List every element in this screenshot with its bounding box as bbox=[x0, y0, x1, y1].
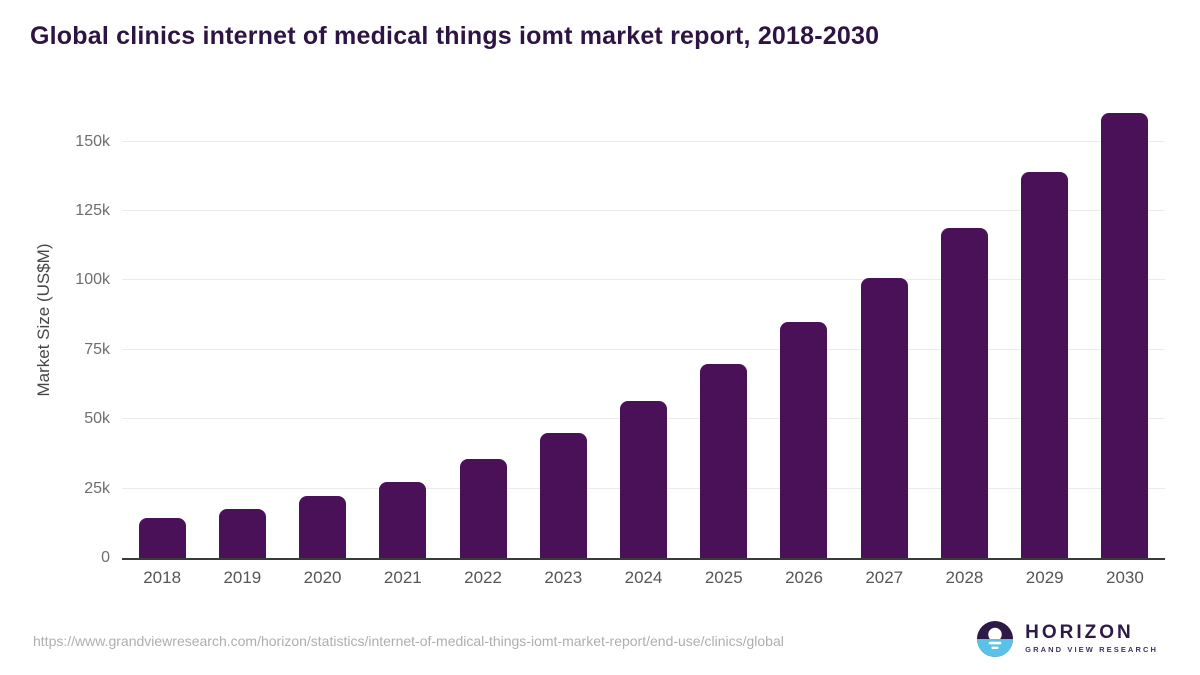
x-tick-label: 2029 bbox=[1025, 568, 1064, 587]
bar-2030 bbox=[1101, 112, 1149, 558]
y-tick-label: 100k bbox=[75, 271, 110, 289]
bar-slot bbox=[1085, 100, 1165, 558]
bar-2025 bbox=[700, 363, 748, 558]
y-tick-label: 150k bbox=[75, 132, 110, 150]
y-tick-label: 0 bbox=[101, 549, 110, 566]
bar-slot bbox=[764, 100, 844, 558]
gridline bbox=[122, 140, 1165, 142]
page-title: Global clinics internet of medical thing… bbox=[30, 22, 880, 50]
logo-wordmark: HORIZON bbox=[1025, 622, 1134, 643]
bar-slot bbox=[1005, 100, 1085, 558]
y-tick-label: 50k bbox=[84, 410, 110, 428]
bar-2021 bbox=[379, 481, 427, 558]
x-tick-label: 2022 bbox=[464, 568, 502, 587]
bar-slot bbox=[443, 100, 523, 558]
bar-slot bbox=[202, 100, 282, 558]
bar-2022 bbox=[459, 459, 507, 558]
horizon-logo: HORIZON GRAND VIEW RESEARCH bbox=[977, 621, 1158, 657]
bar-slot bbox=[523, 100, 603, 558]
x-tick-label: 2023 bbox=[544, 568, 583, 587]
x-tick-label: 2030 bbox=[1106, 568, 1144, 587]
x-tick-label: 2019 bbox=[223, 568, 262, 587]
y-tick-label: 125k bbox=[75, 202, 110, 220]
x-tick-label: 2020 bbox=[303, 568, 342, 587]
bar-2018 bbox=[138, 517, 186, 558]
bar-slot bbox=[282, 100, 362, 558]
x-tick-label: 2027 bbox=[865, 568, 904, 587]
bar-2029 bbox=[1021, 172, 1069, 558]
source-url: https://www.grandviewresearch.com/horizo… bbox=[33, 633, 784, 649]
bar-series bbox=[122, 100, 1165, 558]
bar-slot bbox=[363, 100, 443, 558]
bar-slot bbox=[844, 100, 924, 558]
x-tick-label: 2021 bbox=[383, 568, 422, 587]
bar-slot bbox=[603, 100, 683, 558]
logo-subtitle: GRAND VIEW RESEARCH bbox=[1025, 645, 1158, 654]
x-tick-label: 2025 bbox=[704, 568, 743, 587]
y-tick-label: 25k bbox=[84, 479, 110, 497]
bar-2027 bbox=[860, 277, 908, 558]
x-tick-label: 2026 bbox=[785, 568, 823, 587]
bar-2020 bbox=[299, 495, 347, 558]
bar-slot bbox=[122, 100, 202, 558]
x-tick-label: 2028 bbox=[945, 568, 984, 587]
bar-2028 bbox=[940, 227, 988, 558]
x-tick-label: 2018 bbox=[143, 568, 182, 587]
bar-slot bbox=[924, 100, 1004, 558]
horizon-logo-icon bbox=[977, 621, 1014, 657]
y-tick-label: 75k bbox=[84, 340, 110, 358]
x-axis-tick-labels: 2018 2019 2020 2021 2022 2023 2024 2025 2026 2027… bbox=[122, 568, 1165, 588]
x-tick-label: 2024 bbox=[624, 568, 663, 587]
gridline bbox=[122, 210, 1165, 212]
bar-slot bbox=[684, 100, 764, 558]
bar-2024 bbox=[620, 401, 668, 558]
y-axis-tick-labels: 0 25k 50k 75k 100k 125k 150k bbox=[30, 100, 110, 566]
gridline bbox=[122, 348, 1165, 350]
bar-2019 bbox=[218, 509, 266, 558]
bar-2026 bbox=[780, 322, 828, 558]
plot-area bbox=[122, 100, 1165, 560]
gridline bbox=[122, 279, 1165, 281]
bar-2023 bbox=[539, 433, 587, 558]
logo-text-block: HORIZON GRAND VIEW RESEARCH bbox=[1025, 623, 1158, 655]
